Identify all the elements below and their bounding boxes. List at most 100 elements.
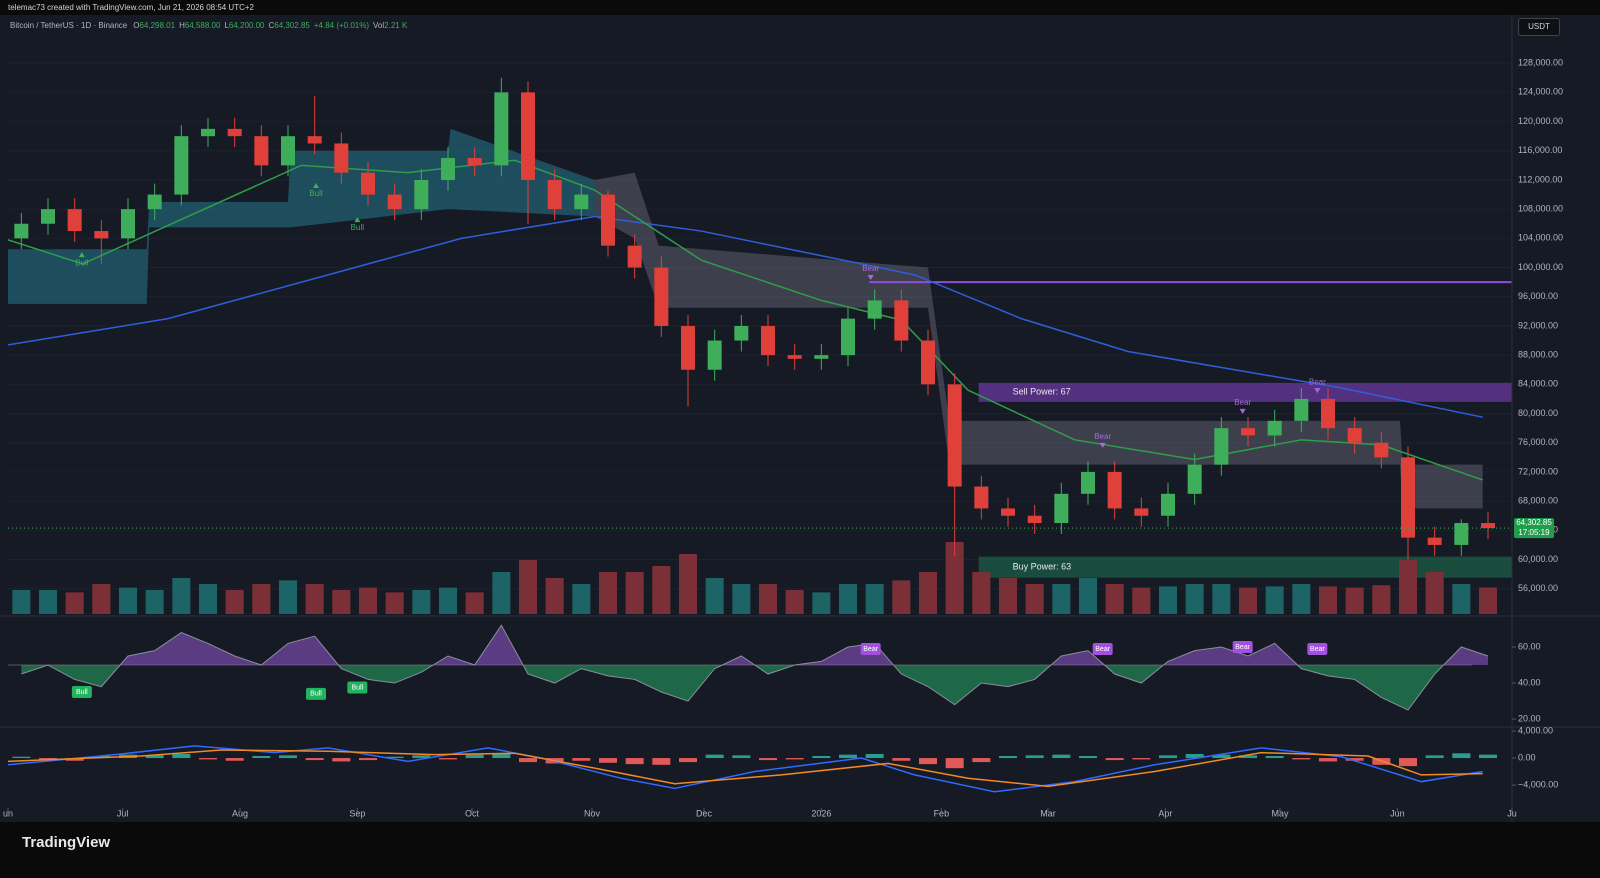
signal-marker bbox=[867, 275, 874, 281]
candle-body bbox=[14, 223, 29, 239]
signal-marker bbox=[78, 252, 85, 258]
ohlc-value: 64,200.00 bbox=[228, 21, 265, 30]
rsi-signal-label: Bear bbox=[1310, 646, 1325, 653]
candle-body bbox=[494, 92, 509, 166]
volume-bar bbox=[385, 592, 404, 614]
macd-histogram-bar bbox=[599, 758, 617, 763]
candle-body bbox=[41, 209, 55, 224]
candle-body bbox=[867, 300, 882, 319]
candle-body bbox=[1054, 493, 1069, 524]
volume-bar bbox=[1452, 584, 1471, 614]
countdown: 17:05:19 bbox=[1518, 528, 1550, 537]
candle-body bbox=[1241, 428, 1255, 436]
candle-body bbox=[947, 384, 962, 487]
candle-body bbox=[307, 136, 322, 144]
rsi-fill-down bbox=[21, 665, 1488, 711]
candle-body bbox=[1001, 508, 1015, 516]
volume-bar bbox=[172, 578, 191, 614]
candle-body bbox=[1481, 523, 1495, 529]
volume-bar bbox=[865, 584, 884, 614]
macd-histogram-bar bbox=[492, 753, 511, 759]
x-tick-label: Sep bbox=[349, 808, 365, 818]
candle-body bbox=[894, 300, 909, 341]
macd-histogram-bar bbox=[892, 758, 911, 761]
macd-histogram-bar bbox=[972, 758, 991, 763]
ohlc-key: C bbox=[268, 21, 275, 30]
candle-body bbox=[94, 231, 109, 239]
macd-histogram-bar bbox=[1425, 755, 1444, 759]
moving-average bbox=[8, 215, 1483, 418]
brand: TradingView bbox=[22, 834, 111, 851]
candle-body bbox=[147, 194, 162, 210]
y-tick-label: 92,000.00 bbox=[1518, 320, 1558, 330]
y-tick-label: 72,000.00 bbox=[1518, 466, 1558, 476]
rsi-tick-label: 20.00 bbox=[1518, 713, 1541, 723]
macd-line bbox=[7, 749, 1483, 788]
macd-histogram-bar bbox=[252, 756, 271, 759]
macd-histogram-bar bbox=[1265, 756, 1284, 759]
volume-bar bbox=[1239, 587, 1257, 614]
main-pane: Sell Power: 67 Buy Power: 63 Bull Bull Bull B… bbox=[8, 62, 1512, 614]
macd-tick-label: 0.00 bbox=[1518, 752, 1536, 762]
volume-bar bbox=[1159, 586, 1177, 614]
candle-body bbox=[1321, 398, 1335, 429]
candle-body bbox=[414, 179, 429, 210]
ohlc-key: O bbox=[133, 21, 140, 30]
x-tick-label: Mar bbox=[1040, 808, 1056, 818]
currency-button[interactable]: USDT bbox=[1518, 18, 1560, 36]
candle-body bbox=[1161, 493, 1175, 516]
volume-bar bbox=[332, 590, 351, 614]
candle-body bbox=[361, 172, 375, 195]
x-tick-label: Jul bbox=[117, 808, 129, 818]
ohlc-key: H bbox=[179, 21, 185, 30]
macd-histogram-bar bbox=[439, 758, 457, 760]
candle-body bbox=[1267, 420, 1282, 436]
volume-bar bbox=[1399, 560, 1417, 614]
macd-histogram-bar bbox=[1292, 758, 1311, 760]
volume-bar bbox=[1025, 584, 1044, 614]
candle-body bbox=[67, 209, 82, 232]
rsi-fill-up bbox=[120, 625, 1488, 665]
y-tick-label: 60,000.00 bbox=[1518, 554, 1558, 564]
rsi-signal-label: Bear bbox=[863, 646, 878, 653]
bottom-bar: TradingView bbox=[0, 822, 1600, 878]
last-price-tag bbox=[1514, 518, 1554, 539]
candle-body bbox=[1294, 398, 1309, 421]
candle-body bbox=[1081, 471, 1095, 494]
macd-histogram-bar bbox=[1052, 754, 1071, 759]
volume-bar bbox=[892, 580, 911, 614]
macd-histogram-bar bbox=[839, 754, 857, 759]
y-tick-label: 80,000.00 bbox=[1518, 408, 1558, 418]
volume-bar bbox=[1079, 578, 1097, 614]
candle-body bbox=[547, 179, 562, 210]
y-tick-label: 116,000.00 bbox=[1518, 145, 1562, 155]
candle-body bbox=[921, 340, 935, 385]
volume-bar bbox=[732, 584, 751, 614]
candle-body bbox=[1427, 537, 1442, 545]
volume-bar bbox=[92, 584, 111, 614]
x-tick-label: Dec bbox=[696, 808, 713, 818]
macd-histogram-bar bbox=[1452, 753, 1471, 759]
rsi-signal-box bbox=[1307, 642, 1328, 655]
zone-label: Buy Power: 63 bbox=[1013, 562, 1072, 572]
volume-bar bbox=[225, 590, 244, 614]
macd-histogram-bar bbox=[1319, 758, 1337, 762]
rsi-signal-label: Bull bbox=[310, 691, 322, 698]
y-tick-label: 120,000.00 bbox=[1518, 116, 1563, 126]
volume-bar bbox=[839, 584, 857, 614]
volume-bar bbox=[1319, 586, 1337, 614]
candle-body bbox=[841, 318, 855, 356]
y-tick-label: 68,000.00 bbox=[1518, 496, 1558, 506]
macd-histogram-bar bbox=[305, 758, 324, 761]
rsi-signal-box bbox=[306, 687, 326, 700]
volume-bar bbox=[1132, 587, 1151, 614]
volume-bar bbox=[1345, 587, 1364, 614]
candle-body bbox=[787, 355, 802, 359]
candle-body bbox=[681, 325, 695, 370]
top-note: telemac73 created with TradingView.com, … bbox=[8, 3, 254, 12]
y-tick-label: 76,000.00 bbox=[1518, 437, 1558, 447]
volume-bar bbox=[919, 572, 937, 614]
candle-body bbox=[1347, 428, 1362, 443]
y-tick-label: 128,000.00 bbox=[1518, 58, 1563, 68]
rsi-tick-label: 60.00 bbox=[1518, 641, 1541, 651]
